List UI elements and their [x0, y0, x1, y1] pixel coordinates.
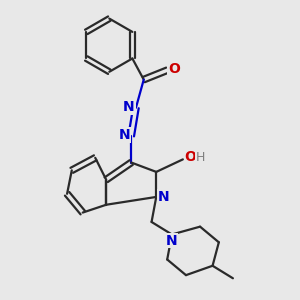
Text: N: N	[118, 128, 130, 142]
Text: N: N	[166, 234, 178, 248]
Text: N: N	[123, 100, 135, 114]
Text: N: N	[157, 190, 169, 204]
Text: O: O	[168, 62, 180, 76]
Text: H: H	[196, 151, 206, 164]
Text: O: O	[184, 150, 196, 164]
